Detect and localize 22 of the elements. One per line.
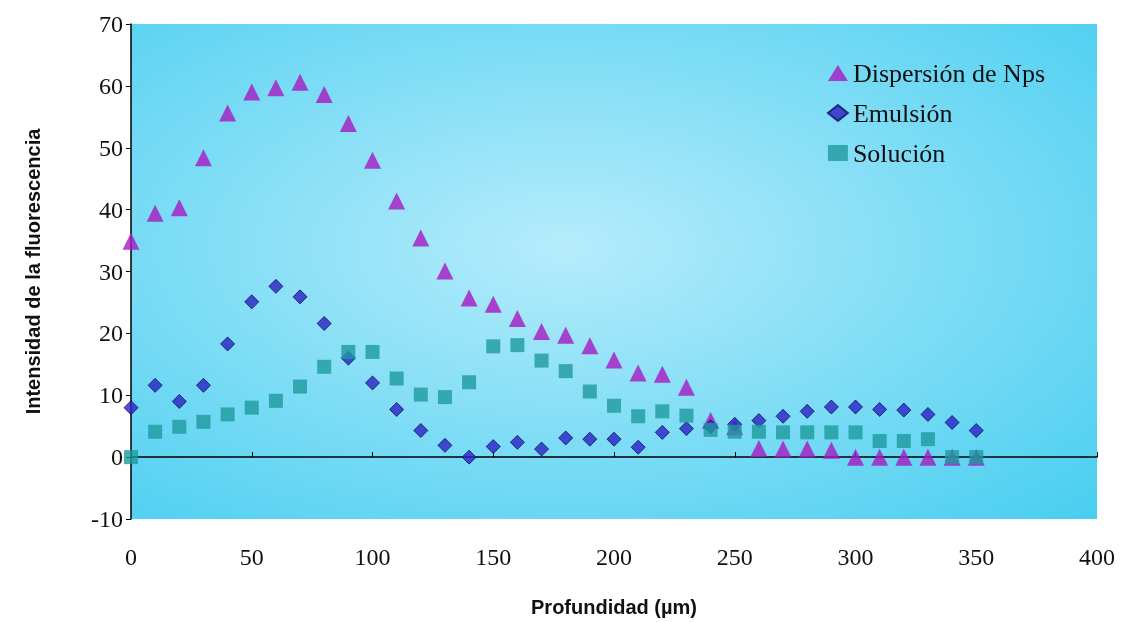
y-tick-label: 20: [99, 320, 123, 347]
y-tick-label: 40: [99, 196, 123, 223]
x-tick-label: 250: [716, 544, 753, 570]
x-tick-label: 350: [958, 544, 995, 570]
legend-label: Dispersión de Nps: [852, 58, 1045, 88]
x-tick-label: 50: [239, 544, 264, 570]
x-tick-label: 400: [1079, 544, 1115, 570]
y-tick-label: 50: [99, 134, 123, 161]
y-tick-label: 70: [99, 11, 123, 37]
x-tick-label: 200: [596, 544, 632, 570]
legend-label: Solución: [852, 138, 946, 168]
y-axis-title: Intensidad de la fluorescencia: [22, 127, 44, 415]
y-tick-label: 0: [111, 444, 123, 471]
y-tick-label: 30: [99, 258, 123, 285]
x-tick-label: 300: [837, 544, 874, 570]
legend-label: Emulsión: [852, 98, 953, 128]
y-tick-label: 10: [99, 382, 123, 409]
x-tick-label: 150: [475, 544, 512, 570]
y-tick-label: -10: [91, 506, 123, 532]
y-tick-label: 60: [99, 72, 123, 99]
x-tick-label: 100: [354, 544, 391, 570]
x-axis-title: Profundidad (µm): [531, 596, 697, 618]
